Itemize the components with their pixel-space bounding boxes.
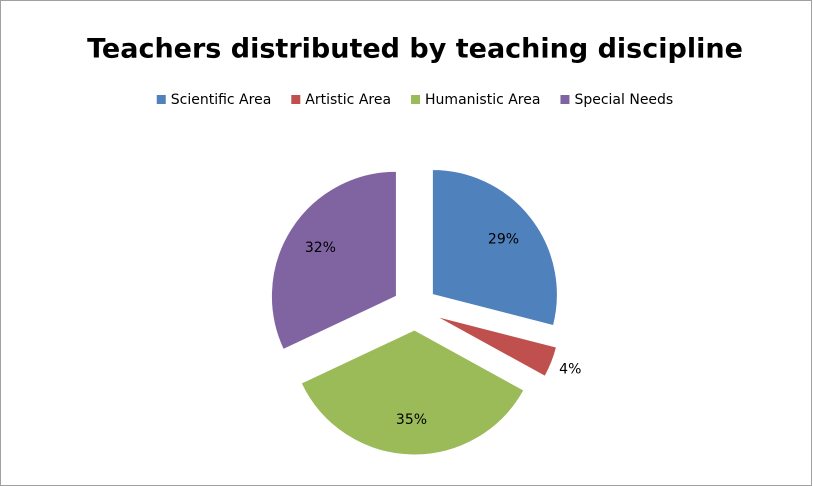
legend-swatch bbox=[411, 95, 421, 104]
legend-label: Humanistic Area bbox=[425, 92, 540, 108]
chart-title: Teachers distributed by teaching discipl… bbox=[87, 34, 743, 65]
legend-label: Special Needs bbox=[574, 92, 673, 108]
pie-slice bbox=[270, 170, 397, 351]
data-label: 35% bbox=[396, 412, 427, 428]
legend-swatch bbox=[291, 95, 301, 104]
legend-swatch bbox=[156, 95, 166, 104]
legend-label: Scientific Area bbox=[171, 92, 272, 108]
legend-label: Artistic Area bbox=[305, 92, 391, 108]
pie-slice bbox=[435, 315, 558, 377]
legend-swatch bbox=[560, 95, 570, 104]
data-label: 4% bbox=[559, 361, 581, 377]
pie-slice bbox=[300, 329, 525, 456]
data-label: 32% bbox=[305, 240, 336, 256]
pie-slice bbox=[431, 169, 558, 327]
data-label: 29% bbox=[488, 231, 519, 247]
